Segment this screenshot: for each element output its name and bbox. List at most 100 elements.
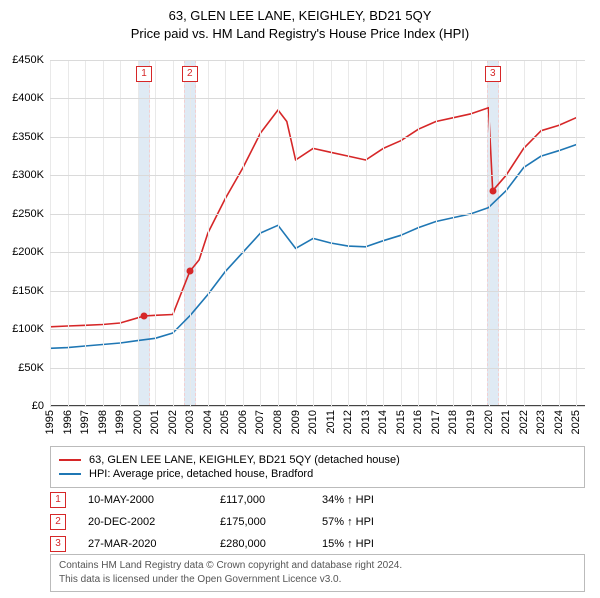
sale-marker-top: 1 (136, 66, 152, 82)
grid-line (50, 60, 51, 406)
footer-line: This data is licensed under the Open Gov… (59, 573, 576, 587)
grid-line (366, 60, 367, 406)
grid-line (190, 60, 191, 406)
grid-line (331, 60, 332, 406)
grid-line (138, 60, 139, 406)
y-tick-label: £200K (12, 246, 44, 258)
grid-line (471, 60, 472, 406)
grid-line (208, 60, 209, 406)
sale-dot (186, 268, 193, 275)
x-tick-label: 2015 (395, 410, 407, 434)
x-tick-label: 2013 (360, 410, 372, 434)
x-tick-label: 2010 (307, 410, 319, 434)
y-tick-label: £100K (12, 323, 44, 335)
sale-price: £175,000 (220, 516, 300, 528)
grid-line (541, 60, 542, 406)
grid-line (436, 60, 437, 406)
x-tick-label: 2022 (518, 410, 530, 434)
sale-event-row: 2 20-DEC-2002 £175,000 57% ↑ HPI (50, 514, 585, 530)
y-tick-label: £450K (12, 54, 44, 66)
sale-marker-top: 3 (485, 66, 501, 82)
attribution-footer: Contains HM Land Registry data © Crown c… (50, 554, 585, 592)
sale-events: 1 10-MAY-2000 £117,000 34% ↑ HPI 2 20-DE… (50, 486, 585, 558)
x-tick-label: 2025 (570, 410, 582, 434)
chart-plot-area: 1995199619971998199920002001200220032004… (50, 60, 585, 406)
y-tick-label: £50K (18, 362, 44, 374)
chart-lines (50, 60, 585, 406)
sale-event-row: 1 10-MAY-2000 £117,000 34% ↑ HPI (50, 492, 585, 508)
grid-line (260, 60, 261, 406)
grid-line (489, 60, 490, 406)
grid-line (453, 60, 454, 406)
grid-line (559, 60, 560, 406)
grid-line (50, 291, 585, 292)
grid-line (576, 60, 577, 406)
sale-price: £280,000 (220, 538, 300, 550)
x-tick-label: 1997 (79, 410, 91, 434)
x-tick-label: 2009 (290, 410, 302, 434)
page-title: 63, GLEN LEE LANE, KEIGHLEY, BD21 5QY (0, 8, 600, 23)
x-tick-label: 2024 (553, 410, 565, 434)
y-tick-label: £300K (12, 169, 44, 181)
x-tick-label: 1998 (97, 410, 109, 434)
sale-dot (141, 313, 148, 320)
y-tick-label: £0 (32, 400, 44, 412)
y-tick-label: £350K (12, 131, 44, 143)
x-tick-label: 2017 (430, 410, 442, 434)
x-tick-label: 2011 (325, 410, 337, 434)
y-tick-label: £400K (12, 92, 44, 104)
grid-line (383, 60, 384, 406)
x-tick-label: 2005 (219, 410, 231, 434)
grid-line (50, 137, 585, 138)
x-tick-label: 2023 (535, 410, 547, 434)
sale-marker-icon: 2 (50, 514, 66, 530)
sale-marker-icon: 3 (50, 536, 66, 552)
x-tick-label: 2018 (447, 410, 459, 434)
x-tick-label: 2008 (272, 410, 284, 434)
grid-line (85, 60, 86, 406)
x-tick-label: 1995 (44, 410, 56, 434)
x-tick-label: 2020 (483, 410, 495, 434)
x-tick-label: 1996 (62, 410, 74, 434)
x-tick-label: 2021 (500, 410, 512, 434)
x-tick-label: 2004 (202, 410, 214, 434)
x-tick-label: 2002 (167, 410, 179, 434)
grid-line (524, 60, 525, 406)
sale-date: 27-MAR-2020 (88, 538, 198, 550)
grid-line (103, 60, 104, 406)
sale-marker-top: 2 (182, 66, 198, 82)
sale-pct: 15% ↑ HPI (322, 538, 374, 550)
x-tick-label: 2003 (184, 410, 196, 434)
grid-line (50, 175, 585, 176)
grid-line (418, 60, 419, 406)
sale-marker-icon: 1 (50, 492, 66, 508)
x-tick-label: 2000 (132, 410, 144, 434)
grid-line (68, 60, 69, 406)
grid-line (50, 252, 585, 253)
legend-swatch (59, 459, 81, 461)
grid-line (296, 60, 297, 406)
x-tick-label: 2001 (149, 410, 161, 434)
grid-line (173, 60, 174, 406)
grid-line (278, 60, 279, 406)
legend-item: 63, GLEN LEE LANE, KEIGHLEY, BD21 5QY (d… (59, 454, 576, 466)
grid-line (225, 60, 226, 406)
x-tick-label: 2019 (465, 410, 477, 434)
y-tick-label: £250K (12, 208, 44, 220)
y-tick-label: £150K (12, 285, 44, 297)
footer-line: Contains HM Land Registry data © Crown c… (59, 559, 576, 573)
grid-line (506, 60, 507, 406)
grid-line (50, 368, 585, 369)
legend-label: 63, GLEN LEE LANE, KEIGHLEY, BD21 5QY (d… (89, 454, 400, 466)
legend-swatch (59, 473, 81, 475)
x-tick-label: 1999 (114, 410, 126, 434)
grid-line (50, 60, 585, 61)
sale-dot (489, 187, 496, 194)
grid-line (50, 406, 585, 407)
legend-item: HPI: Average price, detached house, Brad… (59, 468, 576, 480)
grid-line (401, 60, 402, 406)
sale-pct: 57% ↑ HPI (322, 516, 374, 528)
grid-line (243, 60, 244, 406)
grid-line (313, 60, 314, 406)
x-tick-label: 2014 (377, 410, 389, 434)
